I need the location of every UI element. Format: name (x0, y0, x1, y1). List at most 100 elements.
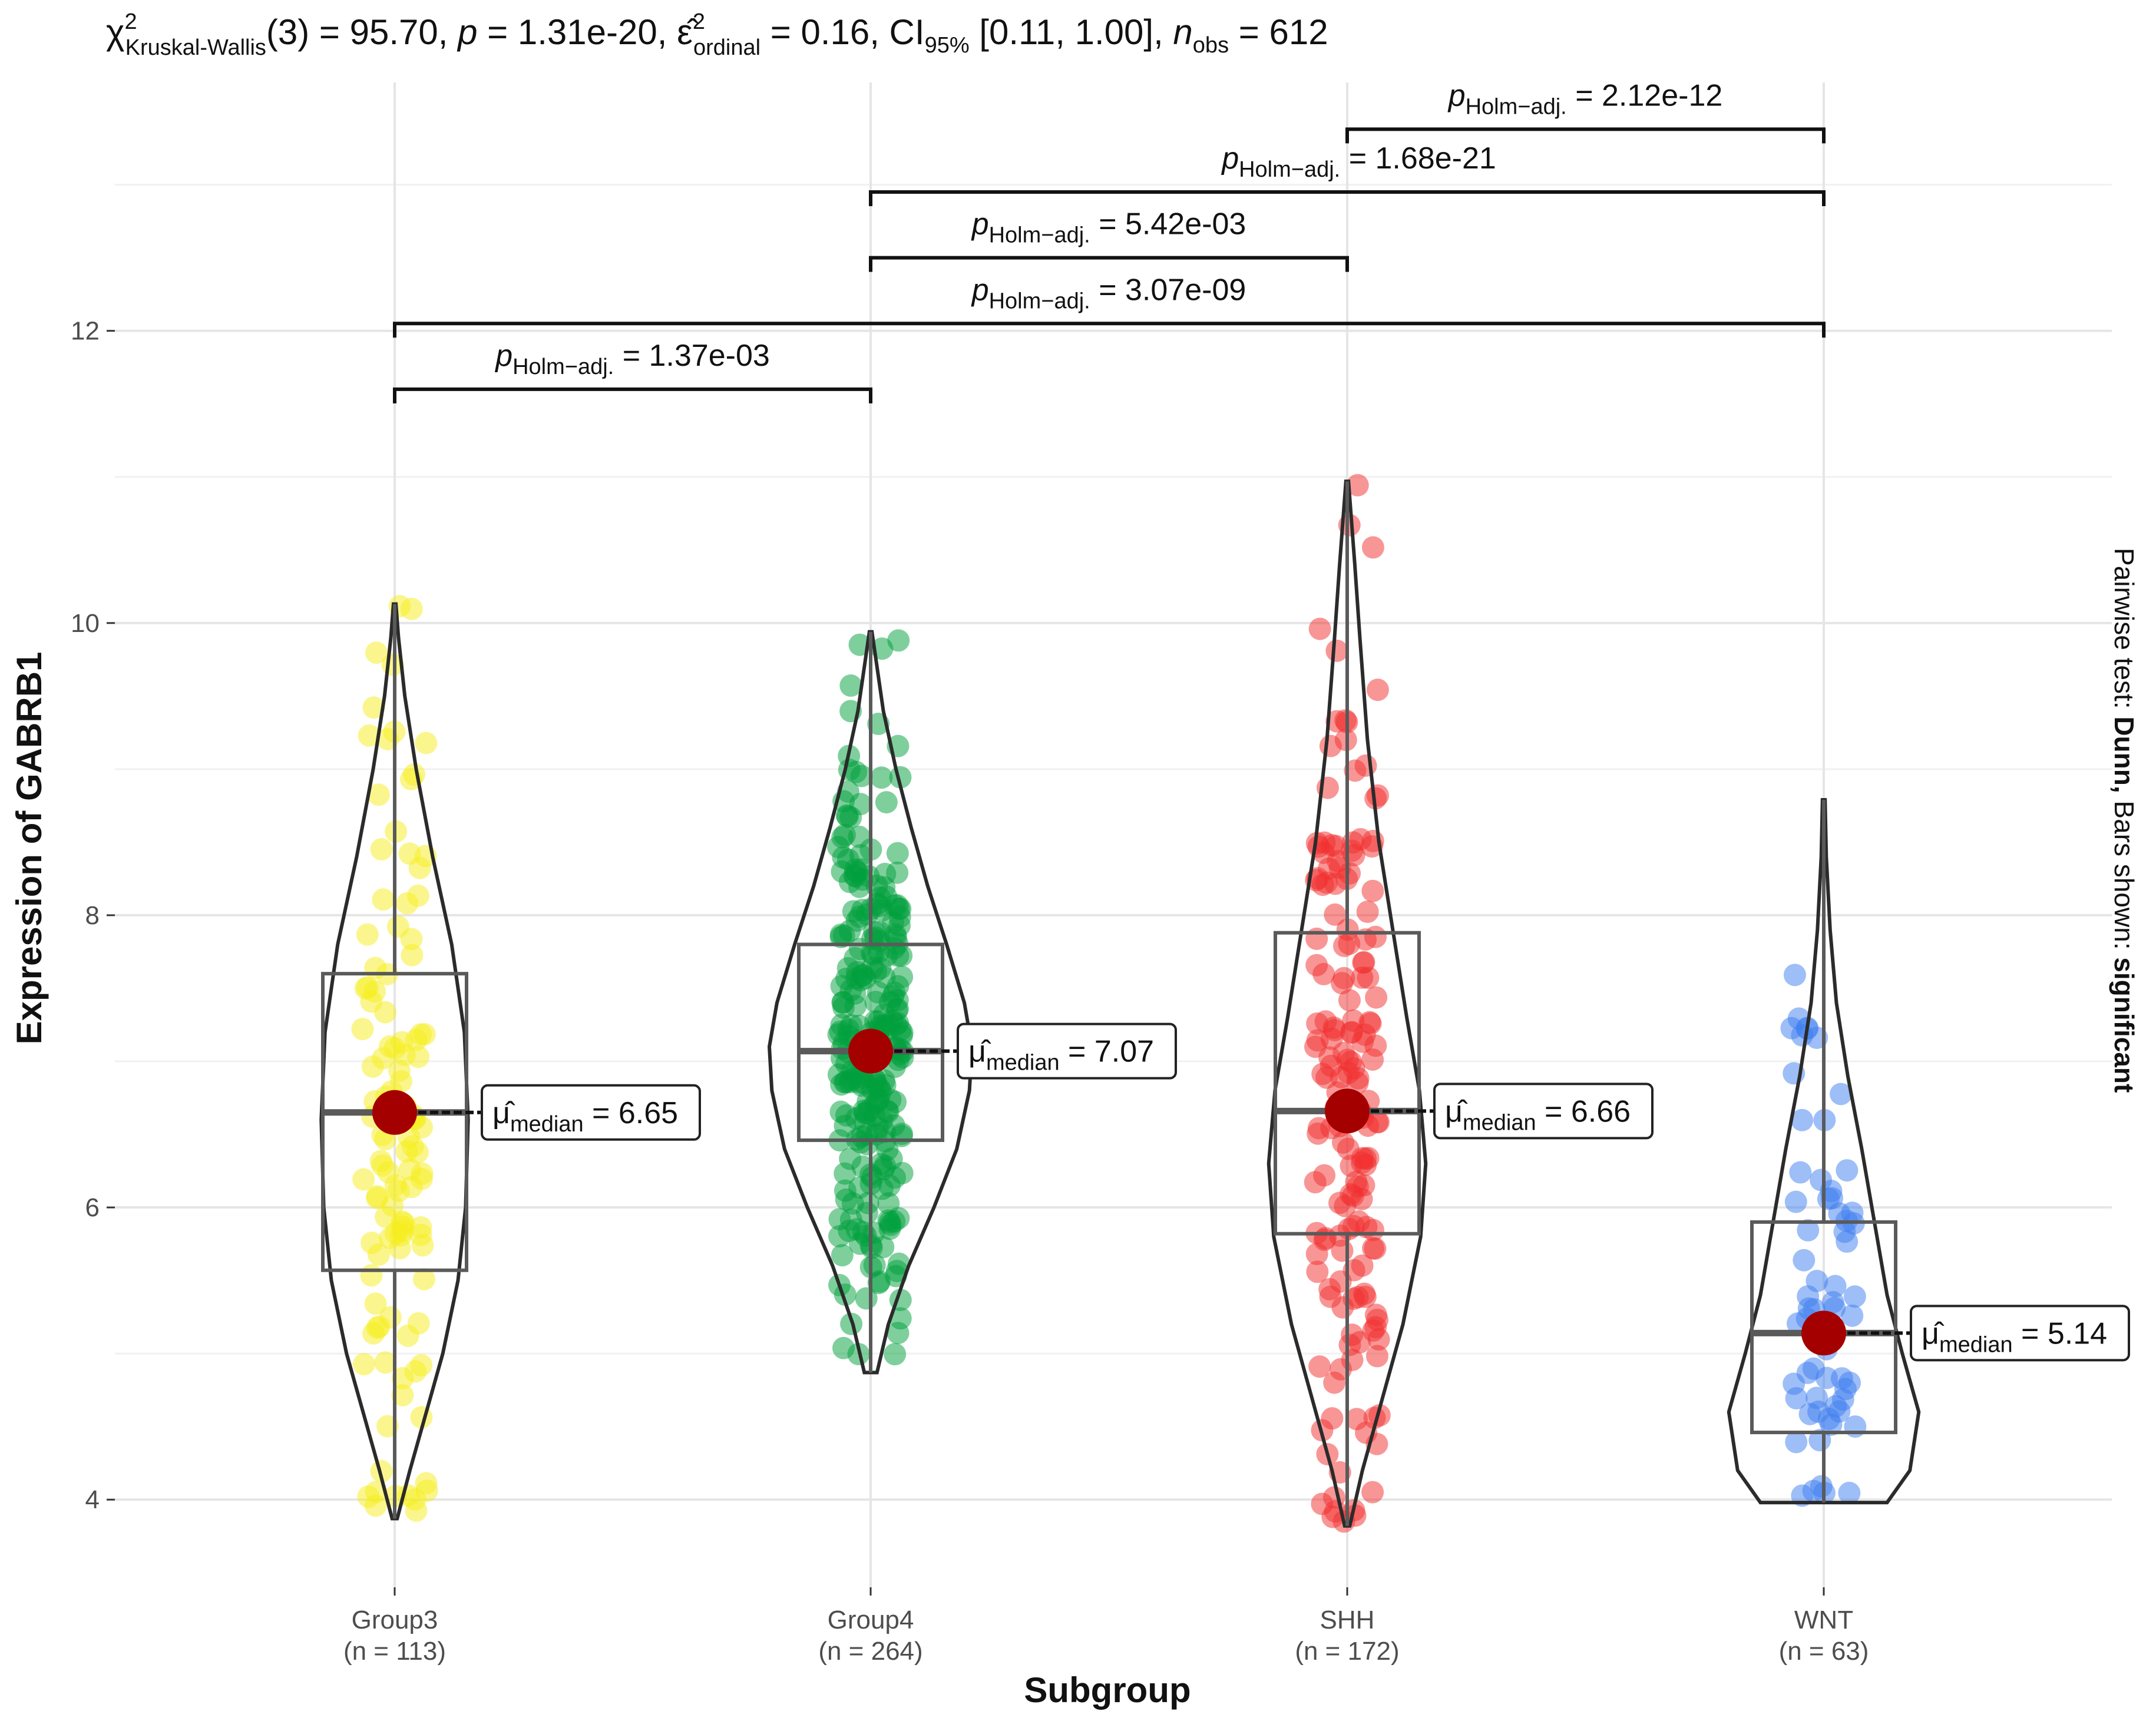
data-point (1366, 679, 1389, 701)
y-axis-title: Expression of GABRB1 (9, 652, 49, 1045)
significance-bracket (869, 256, 1349, 272)
data-point (848, 1232, 871, 1255)
data-point (842, 900, 865, 923)
data-point (1342, 1009, 1365, 1032)
data-point (1361, 879, 1384, 902)
data-point (1364, 1237, 1387, 1260)
x-tick-label: Group3 (352, 1606, 438, 1634)
data-point (1356, 901, 1379, 924)
data-point (871, 1177, 894, 1200)
median-label: μ̂median = 6.66 (1445, 1094, 1631, 1135)
data-point (366, 1187, 389, 1210)
data-point (1338, 932, 1361, 955)
data-point (1791, 1108, 1814, 1131)
data-point (357, 1485, 380, 1508)
data-point (406, 884, 429, 907)
data-point (839, 1147, 862, 1170)
points-layer (351, 474, 1867, 1533)
data-point (391, 1384, 414, 1406)
data-point (1784, 1190, 1807, 1213)
data-point (839, 674, 862, 697)
data-point (1308, 1355, 1331, 1378)
data-point (871, 1108, 894, 1131)
data-point (407, 1045, 430, 1068)
y-tick-label: 10 (71, 609, 100, 638)
data-point (1824, 1275, 1847, 1298)
data-point (360, 1264, 383, 1287)
box-group3 (321, 972, 468, 1272)
y-tick-label: 4 (85, 1485, 100, 1514)
data-point (1796, 1361, 1819, 1384)
data-point (886, 989, 909, 1012)
significance-bracket (393, 322, 1826, 338)
data-point (857, 1192, 879, 1214)
data-point (391, 1031, 414, 1054)
data-point (875, 791, 898, 814)
axis-layer: 4 6 8 10 12 Group3 (n = 113) Group4 (n = 264) SHH… (71, 317, 1869, 1666)
data-point (884, 1343, 907, 1366)
data-point (362, 1322, 385, 1345)
median-dot (1801, 1310, 1846, 1356)
data-point (358, 724, 381, 747)
data-point (1311, 1063, 1334, 1085)
data-point (1783, 964, 1806, 987)
data-point (1785, 1431, 1808, 1454)
data-point (1836, 1159, 1859, 1182)
data-point (1311, 873, 1334, 896)
data-point (1353, 951, 1375, 974)
data-point (1313, 831, 1336, 854)
data-point (1324, 903, 1347, 926)
data-point (1361, 536, 1384, 559)
data-point (365, 641, 388, 664)
data-point (1830, 1083, 1853, 1106)
data-point (1314, 1010, 1337, 1033)
data-point (1345, 1170, 1368, 1193)
data-point (869, 1080, 892, 1103)
data-point (1820, 1187, 1843, 1210)
data-point (400, 928, 423, 951)
data-point (827, 836, 850, 859)
box-group4 (797, 942, 944, 1142)
chart-title: χ2 Kruskal-Wallis(3) = 95.70, p = 1.31e-2… (106, 9, 1328, 60)
significance-bracket (1345, 127, 1826, 144)
data-point (875, 885, 898, 908)
data-point (352, 1168, 375, 1191)
data-point (1312, 962, 1335, 985)
data-point (1368, 1404, 1391, 1427)
data-point (404, 1488, 426, 1511)
data-point (1331, 972, 1354, 995)
data-point (361, 1055, 384, 1078)
box-shh (1274, 931, 1421, 1236)
significance-bracket (869, 190, 1826, 207)
bracket-layer: pHolm−adj. = 1.37e-03 pHolm−adj. = 3.07e-… (393, 78, 1826, 403)
data-point (868, 1270, 891, 1293)
y-tick-label: 6 (85, 1193, 100, 1222)
data-point (1354, 754, 1377, 777)
data-point (367, 1243, 390, 1266)
x-tick-label: WNT (1794, 1606, 1853, 1634)
x-tick-count: (n = 63) (1779, 1637, 1869, 1666)
data-point (370, 838, 393, 861)
data-point (1305, 927, 1328, 950)
data-point (1810, 1169, 1833, 1192)
median-label-box (1433, 1083, 1654, 1140)
data-point (1308, 617, 1331, 640)
data-point (1789, 1161, 1812, 1184)
data-point (1325, 639, 1348, 662)
data-point (1797, 1219, 1820, 1242)
data-point (890, 1124, 913, 1147)
data-point (374, 1351, 397, 1374)
median-label-box (481, 1084, 701, 1141)
data-point (830, 975, 853, 998)
data-point (1319, 1285, 1342, 1308)
data-point (1306, 1260, 1329, 1283)
data-point (1341, 1323, 1364, 1346)
box-layer (321, 481, 1897, 1526)
data-point (887, 629, 910, 652)
data-point (1785, 1387, 1808, 1410)
data-point (411, 1162, 434, 1185)
data-point (873, 966, 896, 989)
data-point (829, 1100, 852, 1123)
data-point (1328, 1192, 1351, 1214)
data-point (369, 1150, 392, 1173)
